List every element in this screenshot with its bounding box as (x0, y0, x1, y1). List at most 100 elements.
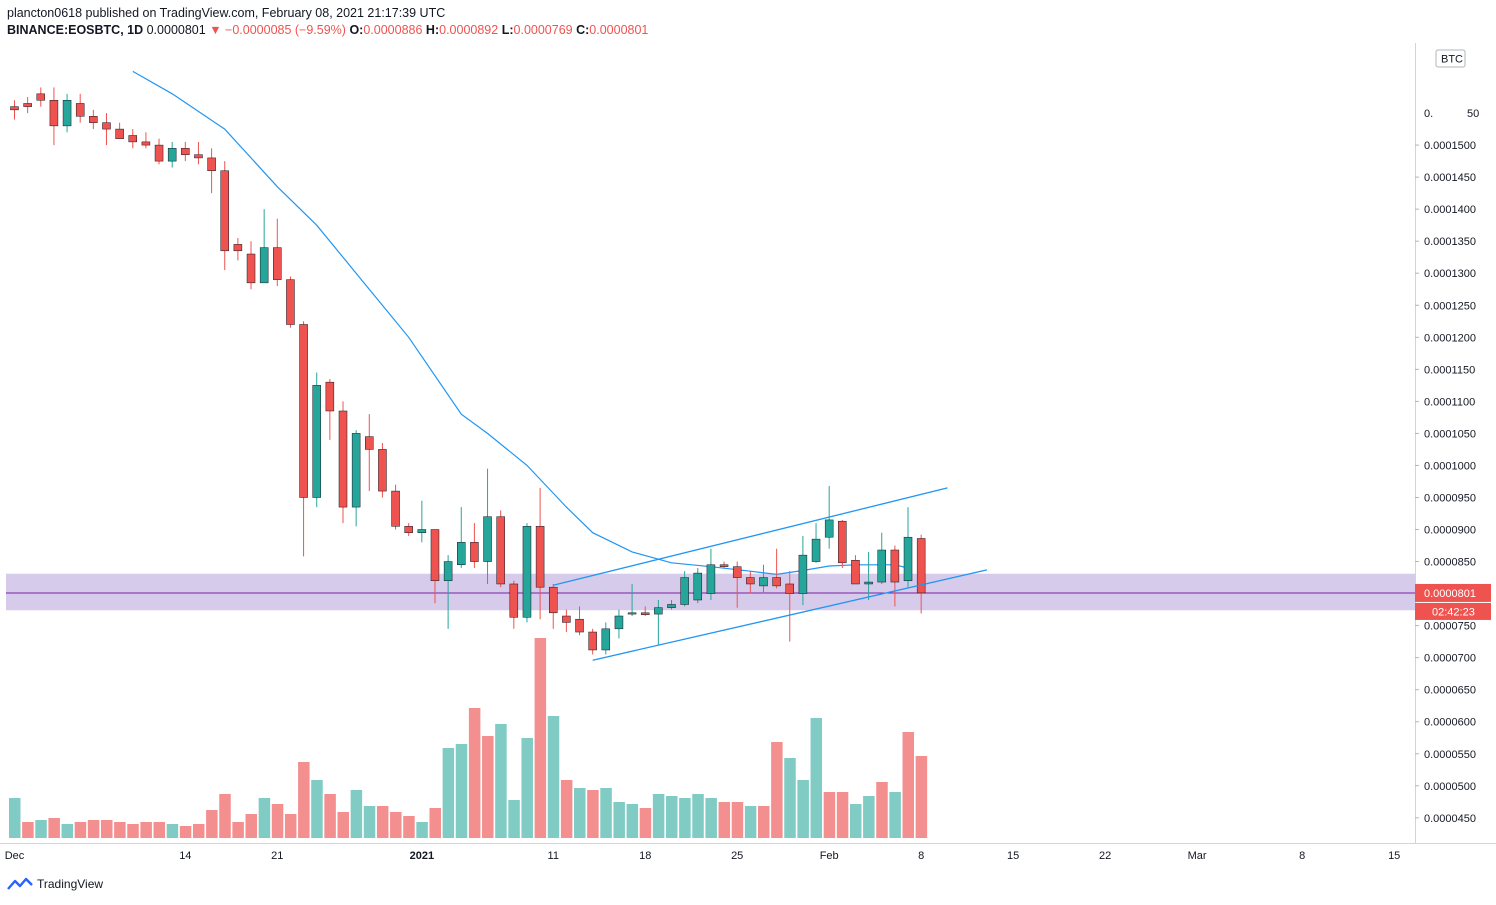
time-tick-label: Dec (5, 850, 25, 862)
price-tick-label: 0.0000500 (1424, 781, 1476, 793)
volume-bar (100, 820, 113, 838)
volume-bar (771, 742, 783, 838)
price-tick-label: 0.0000950 (1424, 492, 1476, 504)
candle-body (273, 247, 282, 280)
candle-up (443, 555, 453, 629)
price-tick-label: 0.0001100 (1424, 396, 1475, 408)
candle-body (23, 103, 32, 107)
channel-layer[interactable] (553, 487, 988, 661)
candle-down (49, 87, 59, 146)
candle-body (115, 128, 124, 139)
volume-bar (179, 826, 192, 838)
candle-body (785, 583, 795, 594)
candle-body (916, 538, 926, 594)
volume-bar (192, 824, 205, 838)
price-tick-label: 0.0001500 (1424, 140, 1476, 152)
volume-bar (206, 810, 218, 838)
candle-up (627, 583, 637, 617)
volume-bar (718, 802, 731, 838)
candle-body (351, 433, 361, 508)
price-tick-label: 0.0000900 (1424, 525, 1476, 537)
candle-body (417, 529, 427, 533)
candle-down (732, 561, 742, 608)
candle-body (365, 436, 374, 450)
open-value: 0.0000886 (363, 23, 423, 37)
candle-down (391, 484, 400, 530)
candle-down (273, 218, 282, 287)
candle-down (378, 443, 387, 498)
change-value: ▼ −0.0000085 (−9.59%) (209, 23, 346, 37)
price-tick-label-partial-end: 50 (1467, 108, 1479, 120)
volume-bar (74, 822, 87, 838)
candle-down (430, 529, 440, 604)
candle-down (10, 100, 19, 120)
candle-down (246, 241, 256, 290)
time-tick-label: 14 (179, 850, 191, 862)
candle-down (772, 548, 781, 589)
volume-bar (810, 718, 823, 838)
candles-layer (10, 87, 926, 655)
candle-down (181, 141, 190, 162)
candle-down (509, 580, 519, 629)
candle-body (154, 144, 164, 162)
volume-bar (652, 794, 665, 838)
candle-body (575, 618, 584, 633)
candle-down (36, 87, 46, 107)
candle-body (640, 612, 650, 615)
candle-up (62, 93, 72, 133)
volume-bar (849, 804, 862, 838)
volume-bar (140, 822, 152, 838)
candle-down (299, 321, 308, 557)
candle-down (470, 523, 479, 568)
volume-bar (442, 748, 455, 838)
price-axis[interactable]: 0.0001500 0.0001450 0.0001400 0.0001350 0.00… (1415, 49, 1491, 825)
candle-body (378, 449, 387, 492)
volume-bar (784, 758, 796, 838)
candle-body (443, 561, 453, 582)
volume-bar (889, 792, 901, 838)
candle-up (259, 209, 269, 284)
volume-bar (574, 788, 586, 838)
open-label: O: (349, 23, 364, 37)
volume-bar (744, 806, 757, 838)
candle-down (128, 129, 138, 149)
candle-body (220, 170, 229, 252)
volume-bar (390, 812, 402, 838)
volume-bar (468, 708, 481, 838)
volume-bar (350, 790, 363, 838)
volume-bar (376, 806, 389, 838)
candle-up (457, 507, 466, 568)
candle-down (220, 161, 229, 271)
candle-down (338, 401, 348, 524)
time-tick-label: 11 (548, 850, 559, 862)
price-tick-label: 0.0001400 (1424, 204, 1476, 216)
volume-bar (35, 820, 47, 838)
time-tick-label: Feb (820, 850, 839, 862)
close-value: 0.0000801 (589, 23, 649, 37)
volume-bar (429, 808, 441, 838)
time-axis[interactable]: Dec 14 21 2021 11 18 25 Feb 8 15 22 Mar 8 15 (5, 850, 1401, 862)
candle-body (10, 106, 19, 111)
candle-up (798, 535, 808, 606)
candle-down (719, 561, 729, 568)
price-tick-label: 0.0001200 (1424, 332, 1476, 344)
volume-bar (521, 738, 533, 838)
candle-down (141, 132, 151, 149)
candle-down (785, 571, 795, 642)
countdown-label: 02:42:23 (1432, 606, 1475, 618)
volume-bar (600, 788, 612, 838)
candle-body (470, 542, 479, 562)
ohlc-legend: BINANCE:EOSBTC, 1D 0.0000801 ▼ −0.000008… (7, 22, 648, 39)
candle-down (325, 378, 335, 440)
candle-body (75, 103, 85, 117)
volume-bar (22, 822, 34, 838)
candle-up (522, 523, 532, 623)
volume-bar (258, 798, 271, 838)
candle-down (102, 113, 111, 146)
price-tick-label: 0.0000450 (1424, 813, 1476, 825)
price-axis-bg (1415, 43, 1496, 843)
time-tick-label: 8 (918, 850, 924, 862)
candle-body (864, 581, 873, 585)
footer-branding[interactable]: TradingView (7, 877, 103, 891)
